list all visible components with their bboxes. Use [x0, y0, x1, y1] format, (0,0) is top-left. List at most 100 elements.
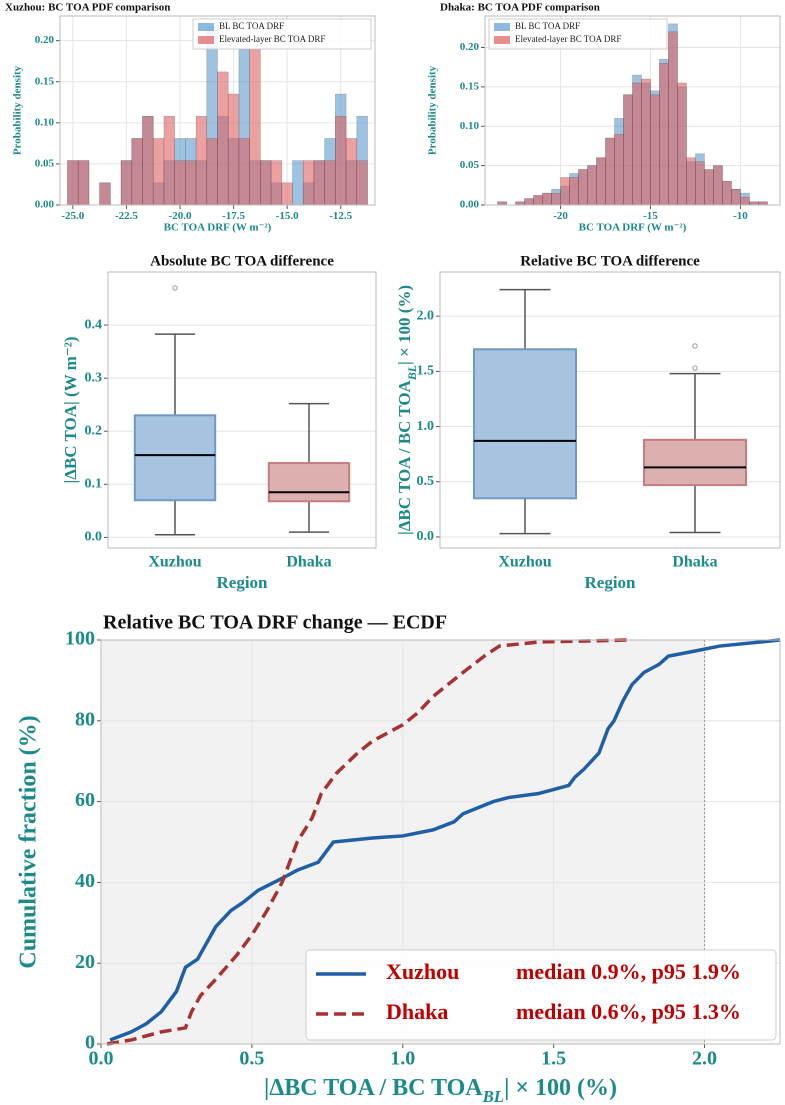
histogram-bar: [152, 138, 165, 206]
y-tick-label: 60: [75, 789, 95, 811]
histogram-bar: [695, 161, 705, 206]
label-part: | × 100 (%): [395, 285, 414, 365]
y-axis-label: Cumulative fraction (%): [16, 715, 42, 968]
histogram-bar: [542, 192, 552, 206]
histogram-bar: [668, 31, 678, 206]
histogram-bar: [281, 182, 293, 206]
legend-swatch: [198, 23, 214, 31]
y-tick-label: 1.5: [417, 364, 435, 379]
chart-title: Dhaka: BC TOA PDF comparison: [440, 2, 600, 14]
legend-box: [305, 949, 777, 1041]
histogram-bar: [67, 160, 79, 206]
histogram-bar: [560, 177, 570, 206]
y-tick-label: 0.20: [35, 34, 55, 46]
y-tick-label: 0.1: [85, 477, 103, 492]
outlier: [692, 365, 698, 371]
chart-title: Absolute BC TOA difference: [150, 253, 334, 269]
histogram-bar: [587, 165, 597, 206]
histogram-bar: [324, 160, 336, 206]
x-tick-label: -25.0: [61, 210, 84, 222]
histogram-bar: [217, 71, 229, 206]
histogram-bar: [163, 115, 175, 206]
histogram-bar: [313, 160, 325, 206]
histogram-bar: [551, 192, 561, 206]
plot-frame: [59, 15, 376, 206]
data-line: [106, 638, 630, 1046]
histogram-bar: [569, 177, 579, 206]
histogram-bar: [632, 82, 642, 206]
x-tick-label: -20.0: [169, 210, 192, 222]
y-tick-label: 0.00: [35, 199, 55, 211]
y-tick-label: 100: [65, 628, 95, 650]
y-axis-label: Probability density: [12, 65, 24, 155]
histogram-bar: [249, 49, 261, 206]
x-tick-label: Dhaka: [672, 554, 717, 571]
y-tick-label: 0.15: [35, 75, 55, 87]
x-tick-label: -20: [553, 210, 568, 222]
legend-label: Xuzhou: [386, 959, 459, 984]
label-part: BL: [482, 1087, 504, 1105]
histogram-bar: [120, 160, 133, 206]
histogram-bar: [206, 138, 218, 206]
y-tick-label: 2.0: [417, 308, 435, 323]
y-axis-label: |ΔBC TOA / BC TOABL| × 100 (%): [395, 285, 419, 535]
outlier: [692, 343, 698, 349]
x-tick-label: 1.5: [541, 1048, 566, 1070]
legend-label: Elevated-layer BC TOA DRF: [219, 34, 325, 44]
x-tick-label: -15.0: [276, 210, 299, 222]
histogram-bar: [270, 160, 283, 206]
x-tick-label: 2.0: [692, 1048, 717, 1070]
histogram-bar: [713, 165, 723, 206]
x-axis-label: Region: [585, 573, 637, 592]
x-tick-label: 0.5: [239, 1048, 264, 1070]
y-tick-label: 80: [75, 708, 95, 730]
x-tick-label: 0.0: [89, 1048, 114, 1070]
plot-frame: [100, 639, 781, 1045]
histogram-bar: [99, 182, 111, 206]
y-tick-label: 0.3: [85, 370, 103, 385]
x-axis-label: BC TOA DRF (W m⁻²): [164, 222, 272, 234]
y-axis-label: Probability density: [427, 65, 439, 155]
histogram-bar: [142, 115, 154, 206]
plot-frame: [439, 271, 781, 549]
y-tick-label: 0.0: [417, 529, 435, 544]
histogram-bar: [533, 195, 543, 206]
histogram-bar: [260, 160, 272, 206]
y-tick-label: 0.5: [417, 474, 435, 489]
plot-area: [108, 272, 376, 548]
x-tick-label: Dhaka: [286, 554, 331, 571]
histogram-bar: [227, 93, 240, 206]
y-tick-label: 1.0: [417, 419, 435, 434]
y-tick-label: 0.05: [35, 157, 55, 169]
legend-label: Dhaka: [386, 999, 448, 1024]
histogram-bar: [335, 115, 347, 206]
chart-title: Relative BC TOA difference: [520, 253, 700, 269]
histogram-bar: [345, 138, 358, 206]
legend-note: median 0.9%, p95 1.9%: [516, 959, 741, 984]
y-tick-label: 0.4: [85, 317, 103, 332]
y-tick-label: 40: [75, 870, 95, 892]
histogram-bar: [731, 188, 741, 206]
y-tick-label: 0.2: [85, 423, 103, 438]
y-tick-label: 0: [85, 1032, 95, 1054]
box: [133, 414, 217, 502]
y-tick-label: 0.15: [460, 80, 480, 92]
histogram-bar: [596, 157, 606, 206]
legend-label: Elevated-layer BC TOA DRF: [515, 34, 621, 44]
histogram-bar: [704, 169, 714, 206]
x-tick-label: -17.5: [222, 210, 245, 222]
histogram-bar: [77, 160, 90, 206]
y-tick-label: 0.05: [460, 159, 480, 171]
box: [267, 462, 351, 503]
histogram-bar: [302, 160, 315, 206]
histogram-bar: [659, 62, 669, 206]
legend-label: BL BC TOA DRF: [515, 21, 580, 31]
histogram-bar: [650, 94, 660, 206]
histogram-bar: [722, 181, 732, 206]
y-tick-label: 0.10: [35, 116, 55, 128]
histogram-bar: [292, 160, 304, 206]
histogram-bar: [686, 157, 696, 206]
x-axis-label: BC TOA DRF (W m⁻²): [579, 222, 687, 234]
x-tick-label: 1.0: [390, 1048, 415, 1070]
